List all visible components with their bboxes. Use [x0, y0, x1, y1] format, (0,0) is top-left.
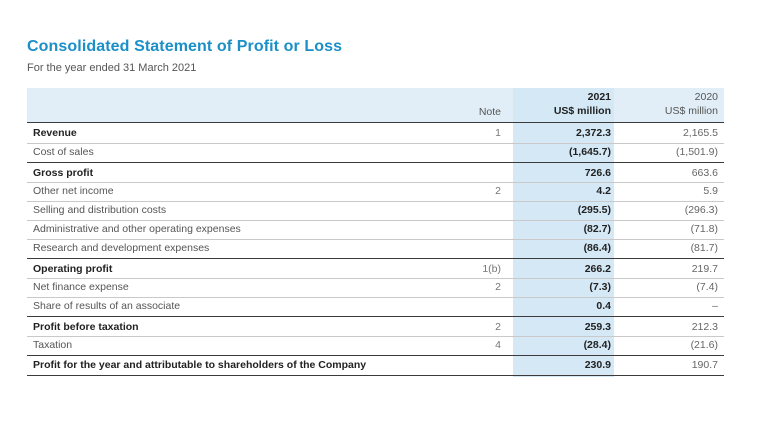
row-value-2021: (295.5) [577, 204, 611, 216]
row-value-2021: 0.4 [596, 300, 611, 312]
header-rule [27, 122, 724, 123]
table-row: Profit for the year and attributable to … [27, 356, 724, 374]
row-note: 4 [495, 339, 501, 351]
statement-subtitle: For the year ended 31 March 2021 [27, 62, 197, 74]
row-value-2020: 219.7 [691, 263, 718, 275]
row-value-2020: 5.9 [703, 185, 718, 197]
row-label: Selling and distribution costs [33, 204, 167, 216]
table-row: Cost of sales (1,645.7) (1,501.9) [27, 143, 724, 161]
note-column-header: Note [478, 106, 501, 118]
section-rule [27, 162, 724, 163]
table-row: Share of results of an associate 0.4 – [27, 297, 724, 315]
row-value-2020: 212.3 [691, 321, 718, 333]
table-row: Selling and distribution costs (295.5) (… [27, 201, 724, 219]
row-divider [27, 220, 724, 221]
row-label: Net finance expense [33, 281, 129, 293]
section-rule [27, 355, 724, 356]
row-value-2020: (21.6) [690, 339, 718, 351]
table-row: Taxation 4 (28.4) (21.6) [27, 336, 724, 354]
row-label: Share of results of an associate [33, 300, 181, 312]
row-value-2020: (7.4) [696, 281, 718, 293]
prior-year-header: 2020 [694, 91, 718, 103]
table-row: Other net income 2 4.2 5.9 [27, 182, 724, 200]
table-row: Gross profit 726.6 663.6 [27, 164, 724, 182]
table-row: Revenue 1 2,372.3 2,165.5 [27, 124, 724, 142]
row-value-2021: 259.3 [584, 321, 611, 333]
row-value-2021: 2,372.3 [575, 127, 611, 139]
row-value-2020: – [712, 300, 718, 312]
row-label: Profit for the year and attributable to … [33, 359, 367, 371]
row-value-2020: (81.7) [690, 242, 718, 254]
row-label: Cost of sales [33, 146, 94, 158]
row-divider [27, 336, 724, 337]
row-divider [27, 143, 724, 144]
section-rule [27, 316, 724, 317]
row-value-2021: (28.4) [583, 339, 611, 351]
row-label: Operating profit [33, 263, 113, 275]
row-value-2021: 230.9 [584, 359, 611, 371]
row-label: Revenue [33, 127, 77, 139]
row-label: Profit before taxation [33, 321, 139, 333]
table-bottom-rule [27, 375, 724, 376]
row-divider [27, 201, 724, 202]
row-value-2020: (296.3) [684, 204, 718, 216]
row-value-2020: (1,501.9) [675, 146, 718, 158]
table-row: Research and development expenses (86.4)… [27, 239, 724, 257]
row-note: 1(b) [482, 263, 501, 275]
row-divider [27, 278, 724, 279]
row-label: Administrative and other operating expen… [33, 223, 241, 235]
section-rule [27, 258, 724, 259]
row-label: Gross profit [33, 167, 94, 179]
table-row: Profit before taxation 2 259.3 212.3 [27, 318, 724, 336]
row-label: Taxation [33, 339, 73, 351]
row-divider [27, 239, 724, 240]
row-value-2021: (1,645.7) [568, 146, 611, 158]
row-label: Other net income [33, 185, 114, 197]
row-value-2021: (82.7) [583, 223, 611, 235]
row-divider [27, 297, 724, 298]
row-note: 2 [495, 185, 501, 197]
row-value-2020: 190.7 [691, 359, 718, 371]
row-value-2021: 266.2 [584, 263, 611, 275]
row-value-2021: (7.3) [589, 281, 611, 293]
row-label: Research and development expenses [33, 242, 210, 254]
current-year-header: 2021 [587, 91, 611, 103]
current-unit-header: US$ million [553, 105, 611, 117]
row-value-2020: 663.6 [691, 167, 718, 179]
table-row: Net finance expense 2 (7.3) (7.4) [27, 278, 724, 296]
row-note: 1 [495, 127, 501, 139]
row-note: 2 [495, 281, 501, 293]
table-row: Administrative and other operating expen… [27, 220, 724, 238]
prior-unit-header: US$ million [664, 105, 718, 117]
row-value-2021: 4.2 [596, 185, 611, 197]
row-value-2021: (86.4) [583, 242, 611, 254]
row-value-2021: 726.6 [584, 167, 611, 179]
statement-title: Consolidated Statement of Profit or Loss [27, 38, 343, 55]
row-note: 2 [495, 321, 501, 333]
table-row: Operating profit 1(b) 266.2 219.7 [27, 260, 724, 278]
row-value-2020: (71.8) [690, 223, 718, 235]
current-year-highlight [513, 88, 614, 377]
row-divider [27, 182, 724, 183]
row-value-2020: 2,165.5 [682, 127, 718, 139]
